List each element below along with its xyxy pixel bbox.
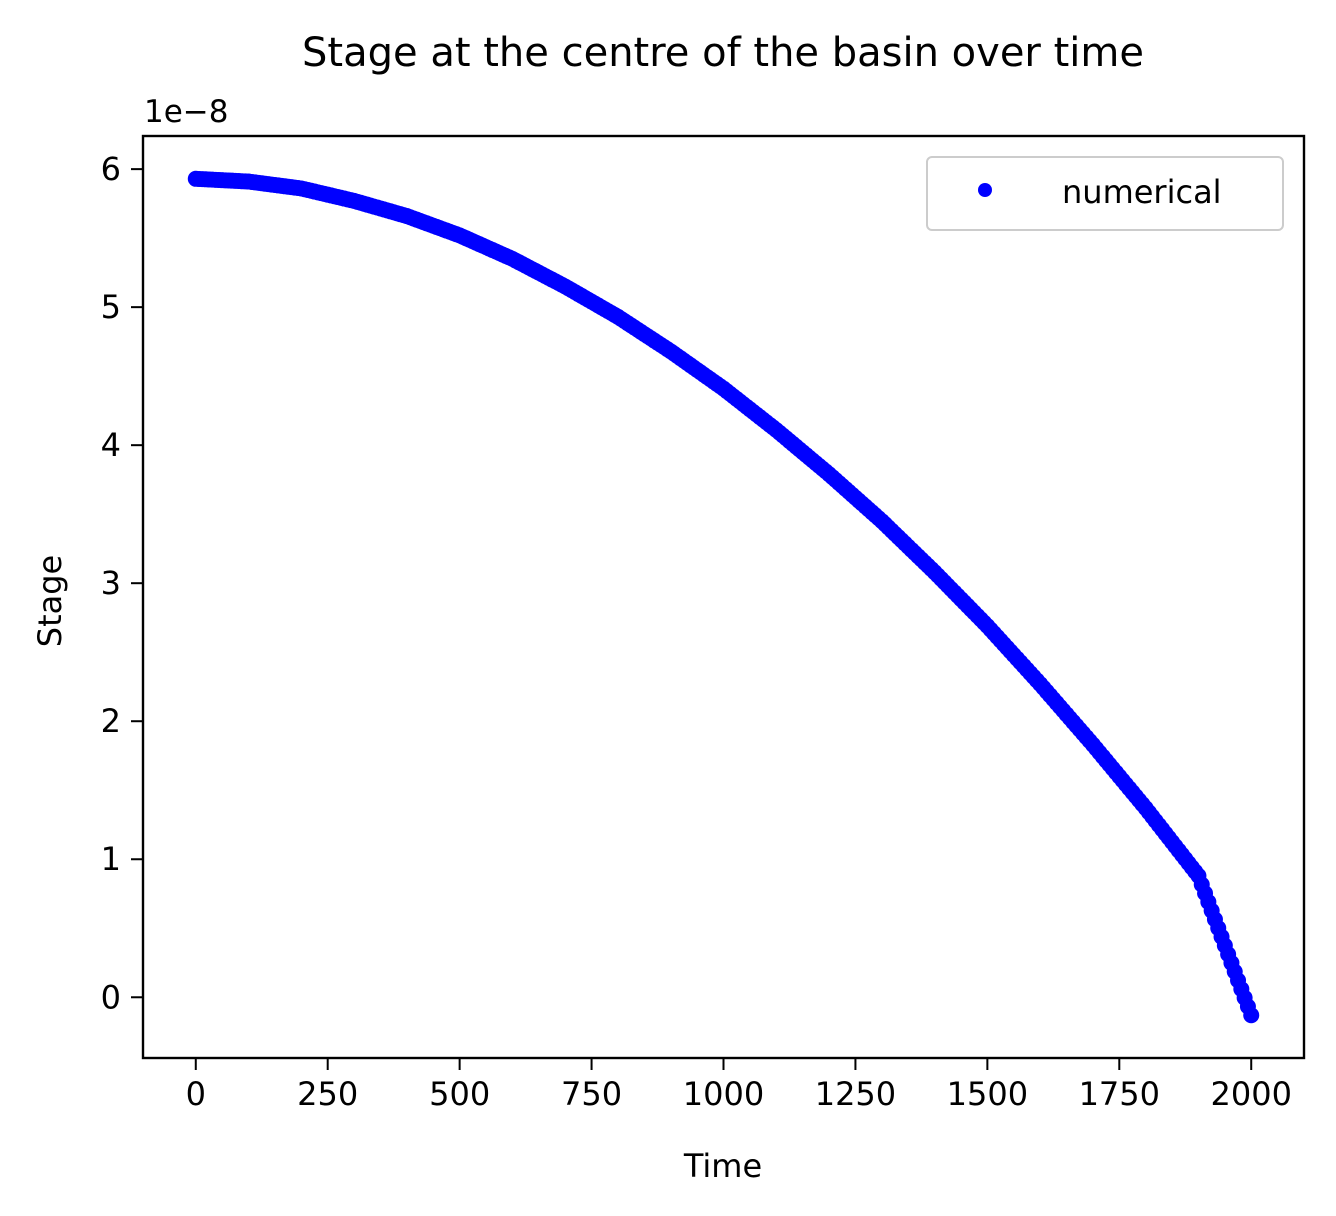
legend-frame xyxy=(926,156,1284,231)
x-tick-label: 1500 xyxy=(947,1075,1028,1113)
legend-marker-numerical xyxy=(978,183,992,197)
data-point-fill xyxy=(1239,998,1256,1015)
legend: numerical xyxy=(926,156,1284,231)
y-axis-offset-label: 1e−8 xyxy=(144,94,229,130)
x-tick-label: 1000 xyxy=(683,1075,764,1113)
y-tick-label: 1 xyxy=(101,840,121,878)
data-points xyxy=(187,170,1260,1024)
x-axis-label: Time xyxy=(683,1147,762,1185)
data-point-fill xyxy=(1187,863,1204,880)
y-tick-label: 5 xyxy=(101,288,121,326)
y-tick-label: 3 xyxy=(101,564,121,602)
axes-frame xyxy=(141,134,1306,1060)
x-tick-label: 1250 xyxy=(815,1075,896,1113)
x-tick-label: 1750 xyxy=(1079,1075,1160,1113)
legend-label-numerical: numerical xyxy=(1062,173,1222,211)
y-tick-label: 6 xyxy=(101,150,121,188)
x-tick-label: 250 xyxy=(297,1075,358,1113)
x-tick-label: 0 xyxy=(186,1075,206,1113)
y-axis-ticks: 0 1 2 3 4 5 6 xyxy=(101,150,143,1016)
chart-title: Stage at the centre of the basin over ti… xyxy=(302,30,1144,76)
y-tick-label: 4 xyxy=(101,426,121,464)
x-tick-label: 2000 xyxy=(1211,1075,1292,1113)
x-axis-ticks: 0 250 500 750 1000 1250 1500 1750 2000 xyxy=(186,1058,1292,1113)
y-axis-label: Stage xyxy=(31,555,69,647)
x-tick-label: 500 xyxy=(429,1075,490,1113)
y-tick-label: 0 xyxy=(101,978,121,1016)
x-tick-label: 750 xyxy=(561,1075,622,1113)
y-tick-label: 2 xyxy=(101,702,121,740)
